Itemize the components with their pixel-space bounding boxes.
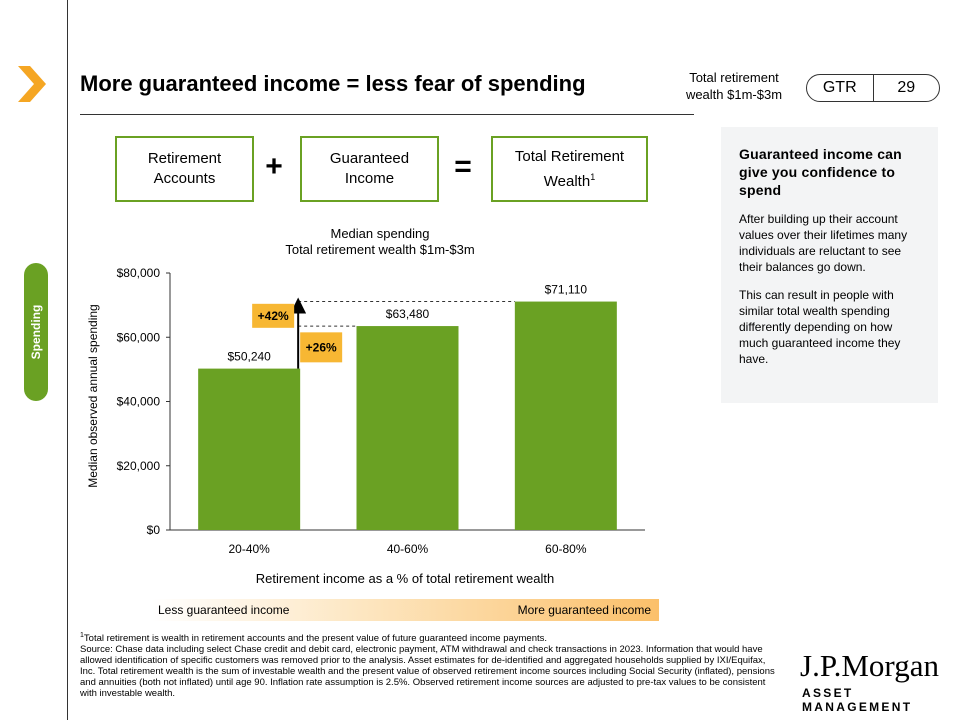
guide-badge: GTR 29	[806, 74, 940, 102]
logo-tagline: ASSET MANAGEMENT	[802, 686, 913, 714]
equals-operator: =	[454, 150, 472, 183]
page-number: 29	[872, 75, 940, 101]
x-tick-label: 40-60%	[387, 542, 429, 556]
bar-value-label: $63,480	[386, 307, 430, 321]
y-tick-label: $0	[147, 523, 161, 537]
insight-panel: Guaranteed income can give you confidenc…	[721, 127, 938, 403]
panel-heading: Guaranteed income can give you confidenc…	[739, 146, 902, 198]
box-label: Retirement Accounts	[147, 150, 222, 187]
footnote-source: Source: Chase data including select Chas…	[80, 644, 775, 700]
x-tick-label: 20-40%	[228, 542, 270, 556]
footnote-definition: 1Total retirement is wealth in retiremen…	[80, 630, 780, 644]
annotation-box	[252, 303, 295, 328]
chart-title-line2: Total retirement wealth $1m-$3m	[285, 242, 475, 257]
x-tick-label: 60-80%	[545, 542, 587, 556]
gradient-left-label: Less guaranteed income	[158, 603, 290, 617]
page-title: More guaranteed income = less fear of sp…	[80, 71, 586, 96]
vertical-divider	[67, 0, 68, 720]
annotation-label: +26%	[306, 340, 337, 354]
annotation-box	[300, 332, 343, 363]
y-tick-label: $20,000	[117, 459, 161, 473]
y-tick-label: $40,000	[117, 395, 161, 409]
annotation-label: +42%	[258, 309, 289, 323]
footnotes: 1Total retirement is wealth in retiremen…	[80, 630, 780, 699]
footnote-marker: 1	[590, 171, 596, 182]
total-retirement-wealth-box: Total Retirement Wealth1	[491, 136, 648, 202]
bar	[198, 368, 301, 530]
retirement-accounts-box: Retirement Accounts	[115, 136, 254, 202]
bar-value-label: $71,110	[545, 283, 588, 297]
box-label: Guaranteed Income	[329, 150, 410, 187]
footnote-marker: 1	[80, 632, 84, 639]
guaranteed-income-box: Guaranteed Income	[300, 136, 439, 202]
chart-title-line1: Median spending	[330, 226, 430, 241]
plus-operator: +	[265, 150, 283, 183]
page-subtitle: Total retirement wealth $1m-$3m	[685, 70, 783, 102]
section-tab-spending[interactable]: Spending	[24, 263, 48, 401]
box-label-text: Total Retirement Wealth	[514, 147, 625, 190]
badge-label: GTR	[822, 79, 857, 96]
box-label: Total Retirement Wealth1	[505, 147, 635, 192]
chart-title: Median spending Total retirement wealth …	[240, 226, 520, 258]
footnote-definition-text: Total retirement is wealth in retirement…	[83, 633, 548, 645]
gradient-right-label: More guaranteed income	[517, 603, 651, 617]
guaranteed-income-gradient: Less guaranteed income More guaranteed i…	[152, 599, 659, 621]
bar-value-label: $50,240	[227, 350, 271, 364]
title-rule	[80, 114, 694, 115]
jpmorgan-logo: J.P.Morgan	[800, 648, 939, 683]
panel-paragraph-2: This can result in people with similar t…	[739, 288, 901, 366]
y-tick-label: $80,000	[117, 266, 161, 280]
bar	[514, 301, 617, 530]
bar	[356, 326, 459, 530]
panel-paragraph-1: After building up their account values o…	[739, 212, 908, 274]
y-tick-label: $60,000	[117, 330, 161, 344]
chevron-right-icon[interactable]	[16, 64, 48, 104]
x-axis-label: Retirement income as a % of total retire…	[255, 571, 555, 586]
